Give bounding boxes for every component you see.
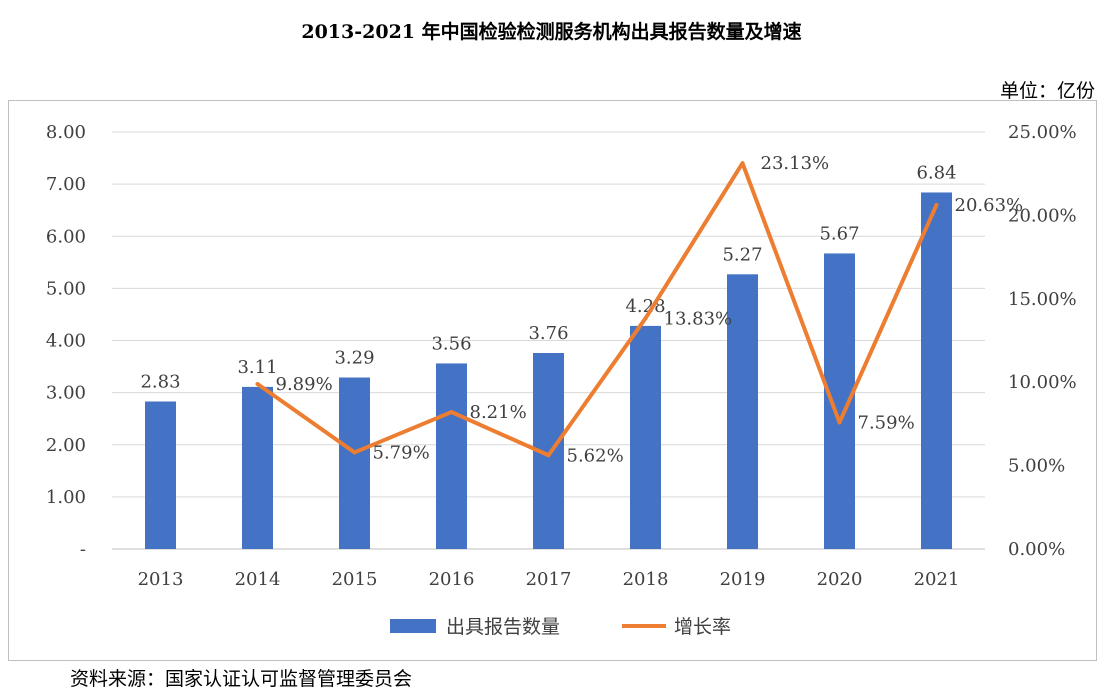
x-tick-label: 2017 — [526, 569, 572, 590]
growth-data-label: 5.62% — [567, 445, 624, 466]
y-left-tick-label: 1.00 — [46, 487, 86, 508]
y-right-tick-label: 10.00% — [1008, 372, 1077, 393]
growth-point — [449, 410, 454, 415]
legend-label-bar: 出具报告数量 — [446, 616, 560, 638]
legend-swatch-bar — [390, 619, 436, 633]
x-tick-label: 2018 — [623, 569, 669, 590]
growth-point — [546, 453, 551, 458]
unit-label: 单位：亿份 — [999, 80, 1095, 102]
x-tick-label: 2016 — [429, 569, 475, 590]
growth-data-label: 7.59% — [858, 412, 915, 433]
chart-frame — [8, 100, 1097, 661]
growth-point — [837, 420, 842, 425]
y-left-tick-label: 2.00 — [46, 435, 86, 456]
y-right-tick-label: 15.00% — [1008, 289, 1077, 310]
bar-data-label: 3.29 — [334, 348, 374, 369]
legend-label-line: 增长率 — [674, 616, 731, 638]
growth-data-label: 5.79% — [373, 442, 430, 463]
bar — [339, 377, 370, 549]
y-right-tick-label: 5.00% — [1008, 456, 1065, 477]
bar — [921, 192, 952, 549]
bar — [436, 363, 467, 549]
y-left-tick-label: 8.00 — [46, 122, 86, 143]
bar — [145, 401, 176, 549]
growth-point — [934, 202, 939, 207]
x-tick-label: 2020 — [817, 569, 863, 590]
x-tick-label: 2014 — [235, 569, 281, 590]
x-tick-label: 2019 — [720, 569, 766, 590]
growth-point — [643, 316, 648, 321]
bar-data-label: 6.84 — [916, 162, 956, 183]
source-note: 资料来源：国家认证认可监督管理委员会 — [70, 668, 413, 690]
y-right-tick-label: 0.00% — [1008, 539, 1065, 560]
bar-data-label: 3.76 — [528, 323, 568, 344]
bar — [242, 386, 273, 549]
growth-data-label: 13.83% — [664, 308, 733, 329]
y-right-tick-label: 20.00% — [1008, 205, 1077, 226]
bar-data-label: 3.56 — [431, 333, 471, 354]
growth-point — [255, 382, 260, 387]
chart-title: 2013-2021 年中国检验检测服务机构出具报告数量及增速 — [301, 21, 802, 43]
growth-data-label: 20.63% — [955, 195, 1024, 216]
bar-data-label: 5.27 — [722, 244, 762, 265]
growth-point — [740, 161, 745, 166]
y-left-tick-label: 3.00 — [46, 383, 86, 404]
growth-data-label: 23.13% — [761, 153, 830, 174]
x-tick-label: 2021 — [914, 569, 960, 590]
y-right-tick-label: 25.00% — [1008, 122, 1077, 143]
y-left-tick-label: 5.00 — [46, 278, 86, 299]
growth-data-label: 8.21% — [470, 402, 527, 423]
bar-data-label: 3.11 — [237, 357, 277, 378]
bar-data-label: 2.83 — [140, 371, 180, 392]
growth-data-label: 9.89% — [276, 374, 333, 395]
y-left-tick-label: 6.00 — [46, 226, 86, 247]
y-left-tick-label: 4.00 — [46, 331, 86, 352]
bar — [630, 325, 661, 549]
growth-line — [256, 161, 939, 458]
x-tick-label: 2013 — [138, 569, 184, 590]
x-tick-label: 2015 — [332, 569, 378, 590]
y-left-tick-label: - — [80, 539, 86, 560]
bar-data-label: 5.67 — [819, 223, 859, 244]
bar — [727, 274, 758, 549]
y-left-tick-label: 7.00 — [46, 174, 86, 195]
growth-point — [352, 450, 357, 455]
